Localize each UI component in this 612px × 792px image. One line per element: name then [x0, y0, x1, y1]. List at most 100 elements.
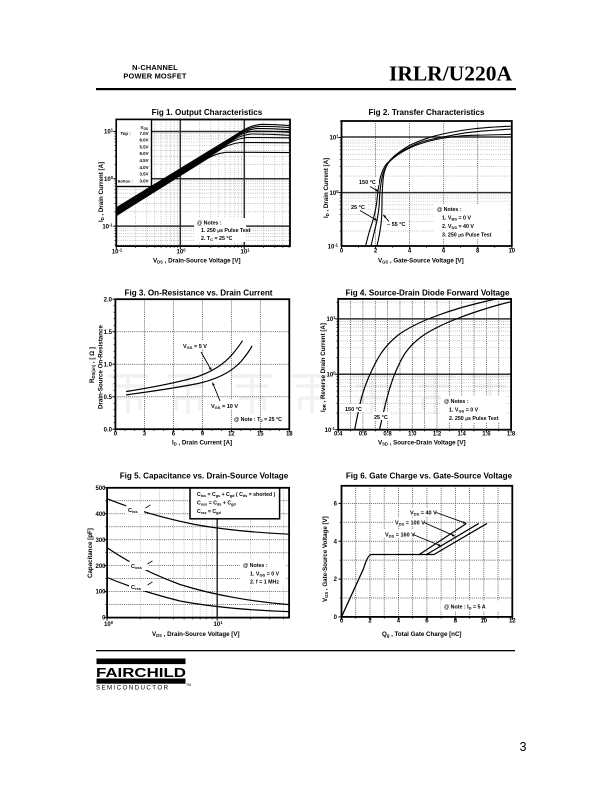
svg-text:2: 2 — [334, 577, 338, 583]
svg-text:2. TC = 25 °C: 2. TC = 25 °C — [201, 236, 233, 242]
svg-text:@ Notes :: @ Notes : — [437, 207, 462, 213]
svg-text:Ciss: Ciss — [128, 508, 138, 514]
svg-text:1. 250 μs Pulse Test: 1. 250 μs Pulse Test — [201, 228, 251, 234]
svg-text:15: 15 — [257, 432, 264, 438]
svg-text:Fig 2. Transfer Characteristi: Fig 2. Transfer Characteristics — [368, 108, 485, 117]
svg-text:101: 101 — [104, 128, 114, 136]
svg-text:10-1: 10-1 — [325, 426, 336, 434]
svg-text:101: 101 — [330, 134, 340, 142]
svg-text:4: 4 — [334, 539, 338, 545]
svg-text:0.4: 0.4 — [334, 432, 343, 438]
svg-text:100: 100 — [177, 248, 187, 256]
svg-text:IDR , Reverse Drain Current: IDR , Reverse Drain Current [A] — [320, 323, 327, 412]
svg-text:6: 6 — [442, 249, 446, 255]
svg-text:VDS , Drain-Source Voltage [V: VDS , Drain-Source Voltage [V] — [152, 631, 240, 638]
svg-text:8: 8 — [454, 619, 458, 625]
svg-text:2. VDS = 40 V: 2. VDS = 40 V — [442, 224, 474, 230]
svg-text:Crss: Crss — [131, 585, 142, 591]
svg-text:@ Notes :: @ Notes : — [243, 563, 268, 569]
svg-text:Fig 4. Source-Drain Diode For: Fig 4. Source-Drain Diode Forward Voltag… — [346, 289, 510, 298]
svg-text:200: 200 — [95, 564, 106, 570]
svg-text:5.5V: 5.5V — [140, 144, 149, 149]
svg-text:3: 3 — [520, 740, 527, 754]
svg-text:101: 101 — [327, 315, 337, 323]
svg-text:500: 500 — [95, 486, 106, 492]
svg-text:4.5V: 4.5V — [140, 158, 149, 163]
svg-text:ID , Drain Current [A]: ID , Drain Current [A] — [323, 158, 330, 218]
svg-text:6.0V: 6.0V — [140, 138, 149, 143]
svg-text:Coss = Cds + Cgd: Coss = Cds + Cgd — [197, 501, 236, 507]
svg-text:@ Notes :: @ Notes : — [197, 221, 222, 227]
svg-text:1.5: 1.5 — [104, 330, 113, 336]
svg-text:10: 10 — [480, 619, 487, 625]
svg-text:Drain-Source On-Resistance: Drain-Source On-Resistance — [98, 325, 105, 409]
svg-text:2.0: 2.0 — [104, 297, 113, 303]
svg-text:0.0: 0.0 — [104, 427, 113, 433]
svg-text:Fig 1. Output Characteristics: Fig 1. Output Characteristics — [152, 108, 263, 117]
svg-text:150 °C: 150 °C — [345, 407, 362, 413]
svg-text:1.6: 1.6 — [482, 432, 491, 438]
svg-text:25 °C: 25 °C — [351, 205, 365, 211]
svg-text:0.6: 0.6 — [359, 432, 368, 438]
svg-text:VDS , Drain-Source Voltage: VDS , Drain-Source Voltage [V] — [153, 258, 241, 265]
svg-text:RDS(on) , [ Ω ]: RDS(on) , [ Ω ] — [89, 347, 96, 383]
svg-text:150 °C: 150 °C — [359, 180, 376, 186]
svg-text:2. f = 1 MHz: 2. f = 1 MHz — [250, 580, 279, 586]
svg-text:N-CHANNEL: N-CHANNEL — [132, 63, 178, 72]
svg-text:0.8: 0.8 — [383, 432, 392, 438]
svg-text:4.0V: 4.0V — [140, 165, 149, 170]
svg-text:101: 101 — [214, 620, 224, 628]
svg-text:100: 100 — [104, 175, 114, 183]
svg-text:3.0V: 3.0V — [140, 179, 149, 184]
svg-text:6: 6 — [172, 432, 176, 438]
svg-text:25 °C: 25 °C — [374, 415, 388, 421]
svg-text:VDS = 160 V: VDS = 160 V — [385, 533, 415, 539]
svg-text:100: 100 — [104, 620, 114, 628]
svg-text:Fig 3. On-Resistance vs. Drai: Fig 3. On-Resistance vs. Drain Current — [125, 289, 273, 298]
svg-text:10-1: 10-1 — [102, 223, 113, 231]
svg-text:400: 400 — [95, 512, 106, 518]
svg-text:7.0V: 7.0V — [140, 131, 149, 136]
svg-text:VGS: VGS — [141, 125, 149, 131]
svg-text:10: 10 — [508, 249, 515, 255]
svg-text:12: 12 — [228, 432, 235, 438]
svg-text:6: 6 — [334, 502, 338, 508]
svg-text:1.0: 1.0 — [104, 362, 113, 368]
svg-text:9: 9 — [201, 432, 205, 438]
svg-text:1. VBS = 0 V: 1. VBS = 0 V — [442, 216, 471, 222]
svg-text:Botton :: Botton : — [118, 179, 133, 184]
svg-text:4: 4 — [397, 619, 401, 625]
svg-text:POWER MOSFET: POWER MOSFET — [123, 72, 186, 81]
svg-text:Crss = Cgd: Crss = Cgd — [197, 509, 221, 515]
svg-text:@ Notes :: @ Notes : — [444, 399, 469, 405]
svg-text:VGS = 10 V: VGS = 10 V — [211, 404, 238, 410]
svg-text:Capacitance [pF]: Capacitance [pF] — [87, 528, 94, 578]
svg-text:3. 250 μs Pulse Test: 3. 250 μs Pulse Test — [442, 233, 492, 239]
svg-text:10-1: 10-1 — [112, 248, 123, 256]
svg-text:– 55 °C: – 55 °C — [387, 222, 405, 228]
svg-text:8: 8 — [476, 249, 480, 255]
svg-text:1.4: 1.4 — [458, 432, 467, 438]
svg-text:100: 100 — [327, 371, 337, 379]
svg-text:0: 0 — [334, 615, 338, 621]
svg-text:Fig 6. Gate Charge vs. Gate-S: Fig 6. Gate Charge vs. Gate-Source Volta… — [346, 472, 513, 481]
svg-text:VGS = 5 V: VGS = 5 V — [183, 344, 207, 350]
svg-text:12: 12 — [509, 619, 516, 625]
svg-text:VGS , Gate-Source Voltage: VGS , Gate-Source Voltage [V] — [378, 258, 464, 265]
svg-text:VDS = 100 V: VDS = 100 V — [395, 521, 425, 527]
svg-text:VDS = 40 V: VDS = 40 V — [410, 511, 437, 517]
svg-text:2: 2 — [374, 249, 378, 255]
svg-text:1.2: 1.2 — [433, 432, 442, 438]
svg-text:3.5V: 3.5V — [140, 172, 149, 177]
svg-text:0: 0 — [340, 619, 344, 625]
svg-text:2: 2 — [368, 619, 372, 625]
svg-text:Qg , Total Gate Charge [nC: Qg , Total Gate Charge [nC] — [382, 631, 461, 638]
svg-text:Fig 5. Capacitance vs. Drain-: Fig 5. Capacitance vs. Drain-Source Volt… — [120, 472, 289, 481]
svg-text:1.8: 1.8 — [507, 432, 516, 438]
svg-text:18: 18 — [286, 432, 293, 438]
svg-text:1. VGS = 0 V: 1. VGS = 0 V — [449, 408, 479, 414]
svg-text:@ Note : TJ = 25 °C: @ Note : TJ = 25 °C — [234, 417, 282, 423]
svg-text:5.0V: 5.0V — [140, 151, 149, 156]
svg-text:ID , Drain Current [A]: ID , Drain Current [A] — [98, 162, 105, 222]
svg-text:100: 100 — [330, 189, 340, 197]
